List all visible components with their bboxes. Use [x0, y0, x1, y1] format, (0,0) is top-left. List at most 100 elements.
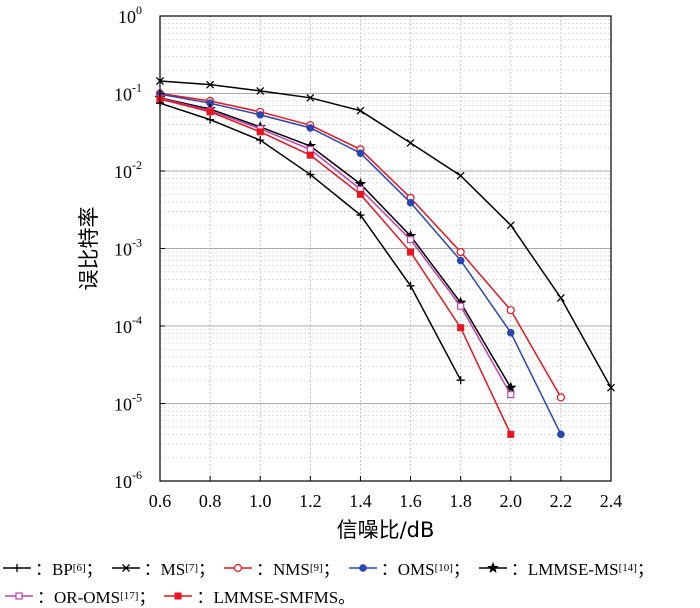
data-point-oms: [456, 256, 465, 265]
data-point-bp: [206, 115, 215, 124]
data-point-ms: [256, 86, 265, 95]
legend-label: ：LMMSE-MS: [510, 560, 619, 579]
data-point-oms: [256, 111, 265, 119]
y-tick-label: 10-4: [114, 313, 142, 337]
series-or-oms: [156, 94, 515, 399]
data-point-nms: [456, 247, 465, 257]
legend-swatch: [224, 563, 253, 572]
legend-separator: ；: [198, 560, 216, 579]
y-tick-label: 10-2: [114, 158, 142, 182]
data-point-lmmse-smfms: [356, 190, 364, 198]
legend-marker: [15, 591, 23, 600]
x-tick-label: 2.0: [500, 491, 523, 511]
legend-separator: 。: [338, 588, 356, 607]
legend-marker: [121, 563, 130, 572]
legend-label: ：NMS: [256, 560, 310, 579]
x-tick-label: 1.4: [349, 491, 372, 511]
data-point-lmmse-ms: [504, 381, 517, 393]
data-point-bp: [456, 376, 465, 385]
series-lmmse-smfms: [156, 95, 515, 438]
legend-row-1: ：BP [6]；：MS [7]；：NMS [9]；：OMS [10]；：LMMSE-MS…: [2, 555, 662, 580]
data-point-nms: [506, 306, 515, 315]
data-point-lmmse-smfms: [306, 151, 314, 159]
legend-swatch: [111, 563, 140, 572]
legend-ref: [10]: [434, 561, 453, 574]
x-tick-label: 1.0: [249, 491, 272, 511]
data-point-or-oms: [306, 145, 314, 153]
data-point-ms: [206, 80, 215, 89]
legend-item-or-oms: ：OR-OMS [17]；: [4, 583, 155, 608]
legend-marker: [358, 563, 367, 572]
legend-marker: [174, 592, 182, 599]
data-point-bp: [306, 170, 315, 179]
legend-swatch: [478, 561, 507, 573]
y-tick-label: 10-3: [114, 236, 142, 260]
data-point-ms: [456, 171, 465, 180]
x-tick-label: 2.4: [600, 491, 623, 511]
data-point-bp: [406, 281, 415, 290]
legend-separator: ；: [138, 588, 156, 607]
data-point-bp: [256, 136, 265, 145]
legend-marker: [13, 563, 21, 572]
data-point-lmmse-smfms: [407, 248, 415, 256]
x-tick-label: 1.6: [399, 491, 422, 511]
data-point-lmmse-smfms: [256, 128, 264, 136]
legend-ref: [17]: [120, 589, 139, 602]
series-line-lmmse-smfms: [159, 98, 512, 435]
y-tick-label: 10-6: [114, 468, 142, 492]
data-point-ms: [406, 139, 415, 147]
data-point-lmmse-smfms: [206, 108, 214, 116]
legend-label: ：BP: [35, 560, 73, 579]
data-point-ms: [506, 221, 515, 230]
series-line-lmmse-ms: [159, 97, 512, 389]
series-line-or-oms: [159, 97, 512, 396]
data-point-ms: [306, 93, 315, 102]
legend-row-2: ：OR-OMS [17]； ：LMMSE-SMFMS。: [4, 583, 363, 608]
data-point-nms: [556, 393, 565, 402]
ber-chart: 0.6 0.8 1.0 1.2 1.4 1.6 1.8 2.0 2.2 2.4 100 10-1 10-…: [77, 3, 622, 542]
legend-swatch: [164, 592, 193, 599]
tick-labels: 0.6 0.8 1.0 1.2 1.4 1.6 1.8 2.0 2.2 2.4 100 10-1 10-…: [114, 3, 622, 511]
data-point-or-oms: [457, 302, 465, 310]
legend-separator: ；: [322, 560, 340, 579]
legend-item-lmmse-smfms: ：LMMSE-SMFMS。: [163, 583, 355, 608]
legend-separator: ；: [636, 560, 654, 579]
series-ms: [156, 77, 615, 392]
y-tick-label: 10-1: [114, 81, 142, 105]
legend-label: ：LMMSE-SMFMS: [196, 588, 339, 607]
data-point-oms: [356, 149, 365, 157]
x-axis-title: 信噪比/dB: [337, 518, 435, 542]
x-tick-label: 2.2: [550, 491, 573, 511]
data-point-lmmse-smfms: [457, 324, 465, 332]
legend-label: ：OR-OMS: [37, 588, 121, 607]
legend-ref: [7]: [185, 561, 199, 574]
legend-item-ms: ：MS [7]；: [111, 555, 215, 580]
data-point-oms: [506, 328, 515, 337]
legend-item-nms: ：NMS [9]；: [223, 555, 340, 580]
x-tick-label: 0.8: [199, 491, 222, 511]
grid-lines: [159, 16, 612, 482]
legend-item-lmmse-ms: ：LMMSE-MS [14]；: [478, 555, 654, 580]
data-point-oms: [406, 198, 415, 207]
y-tick-label: 10-5: [114, 391, 142, 415]
y-tick-label: 100: [118, 3, 142, 27]
legend-ref: [14]: [618, 561, 637, 574]
legend-swatch: [348, 563, 377, 572]
legend-swatch: [5, 591, 33, 600]
legend-label: ：OMS: [380, 560, 435, 579]
legend-swatch: [3, 563, 31, 572]
x-tick-label: 1.8: [449, 491, 472, 511]
legend-marker: [486, 561, 499, 573]
data-point-bp: [356, 211, 365, 220]
data-point-oms: [306, 124, 315, 132]
legend-marker: [233, 563, 243, 572]
series-layer: [154, 77, 615, 439]
legend-separator: ；: [85, 560, 103, 579]
series-line-ms: [159, 80, 612, 389]
legend-separator: ；: [452, 560, 470, 579]
data-point-or-oms: [507, 391, 515, 399]
x-tick-label: 1.2: [299, 491, 322, 511]
legend-ref: [9]: [309, 561, 323, 574]
data-point-or-oms: [406, 236, 415, 244]
data-point-ms: [556, 294, 565, 302]
